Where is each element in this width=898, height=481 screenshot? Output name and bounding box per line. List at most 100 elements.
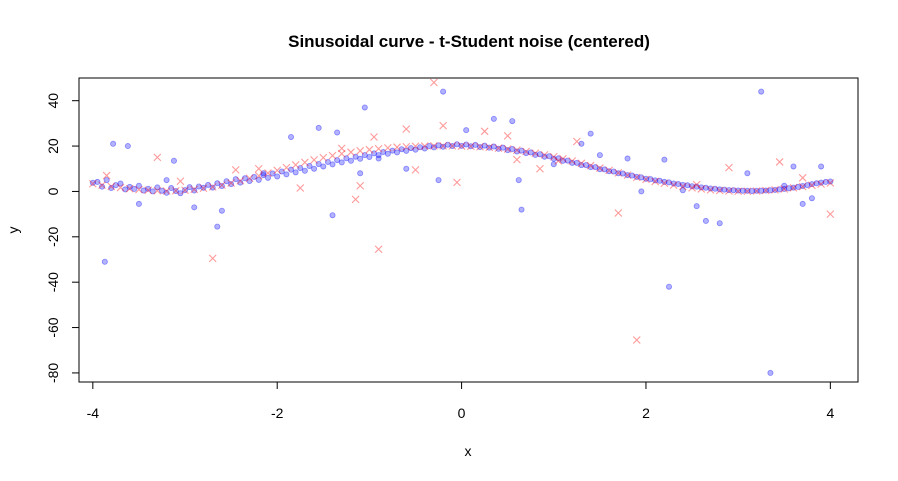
data-point <box>149 188 156 195</box>
data-point <box>615 170 622 177</box>
data-point <box>347 157 354 164</box>
y-tick-label: -80 <box>45 363 61 383</box>
data-point <box>283 171 290 178</box>
fit-marker <box>605 166 613 175</box>
fit-marker <box>227 179 236 187</box>
fit-marker <box>453 178 461 187</box>
fit-marker <box>356 146 365 155</box>
fit-marker <box>554 156 563 165</box>
data-point <box>417 144 424 151</box>
fit-marker <box>218 181 226 189</box>
data-point <box>744 187 751 194</box>
data-point <box>813 180 820 187</box>
data-point <box>124 143 131 150</box>
data-point <box>647 176 654 183</box>
data-point <box>578 140 585 147</box>
data-point <box>375 155 382 162</box>
data-point <box>619 170 626 177</box>
data-point <box>638 174 645 181</box>
data-point <box>407 145 414 152</box>
data-point <box>168 185 175 192</box>
data-point <box>555 155 562 162</box>
data-point <box>384 150 391 157</box>
data-point <box>209 184 216 191</box>
data-point <box>666 179 673 186</box>
data-point <box>315 160 322 167</box>
fit-marker <box>402 142 411 151</box>
data-point <box>596 166 603 173</box>
fit-marker <box>540 151 549 159</box>
fit-marker <box>171 186 180 195</box>
fit-marker <box>485 143 494 152</box>
data-point <box>509 118 516 125</box>
y-axis-label: y <box>5 227 21 234</box>
data-point <box>426 143 433 150</box>
data-point <box>371 150 378 157</box>
data-point <box>721 186 728 193</box>
y-axis: -80 -60 -40 -20 0 20 40 <box>45 93 80 383</box>
data-point <box>301 167 308 174</box>
data-point <box>758 88 765 95</box>
data-point <box>515 177 522 184</box>
fit-marker <box>743 187 752 196</box>
fit-marker <box>798 182 807 191</box>
data-point <box>389 147 396 154</box>
fit-marker <box>536 164 544 173</box>
fit-marker <box>480 127 489 136</box>
fit-marker <box>135 185 143 194</box>
data-point <box>666 283 673 290</box>
data-point <box>366 153 373 160</box>
data-point <box>375 152 382 159</box>
fit-marker <box>697 185 706 193</box>
fit-marker <box>176 177 185 186</box>
data-point <box>550 155 557 162</box>
fit-marker <box>494 144 503 152</box>
fit-marker <box>678 182 687 191</box>
fit-marker <box>347 148 355 157</box>
plot-frame <box>78 77 859 383</box>
data-point <box>311 165 318 172</box>
data-point <box>297 165 304 172</box>
fit-marker <box>725 187 733 195</box>
x-tick-label: 4 <box>826 405 834 421</box>
data-point <box>246 177 253 184</box>
fit-marker <box>296 184 305 192</box>
fit-marker <box>688 183 696 192</box>
fit-marker <box>102 171 111 180</box>
data-point <box>131 185 138 192</box>
fit-marker <box>144 186 153 195</box>
y-tick-label: 20 <box>45 138 61 154</box>
data-point <box>292 169 299 176</box>
data-point <box>403 165 410 172</box>
data-point <box>762 187 769 194</box>
y-tick-label: -40 <box>45 272 61 292</box>
data-point <box>564 157 571 164</box>
fit-marker <box>190 185 199 194</box>
fit-marker <box>411 142 420 151</box>
fit-marker <box>328 151 337 160</box>
fit-marker <box>632 336 641 344</box>
fit-marker <box>116 183 125 192</box>
data-point <box>624 172 631 179</box>
y-tick-label: 40 <box>45 93 61 109</box>
data-point <box>472 141 479 148</box>
data-point <box>324 158 331 165</box>
data-point <box>624 155 631 162</box>
data-point <box>541 153 548 160</box>
fit-marker <box>826 179 835 187</box>
data-point <box>490 143 497 150</box>
data-point <box>702 217 709 224</box>
fit-marker <box>365 145 374 154</box>
data-point <box>101 258 108 265</box>
data-point <box>702 184 709 191</box>
data-point <box>785 185 792 192</box>
fit-marker <box>199 184 208 193</box>
data-point <box>421 145 428 152</box>
data-point <box>288 166 295 173</box>
data-point <box>200 184 207 191</box>
data-point <box>463 141 470 148</box>
data-point <box>523 150 530 157</box>
data-point <box>808 195 815 202</box>
data-point <box>264 174 271 181</box>
